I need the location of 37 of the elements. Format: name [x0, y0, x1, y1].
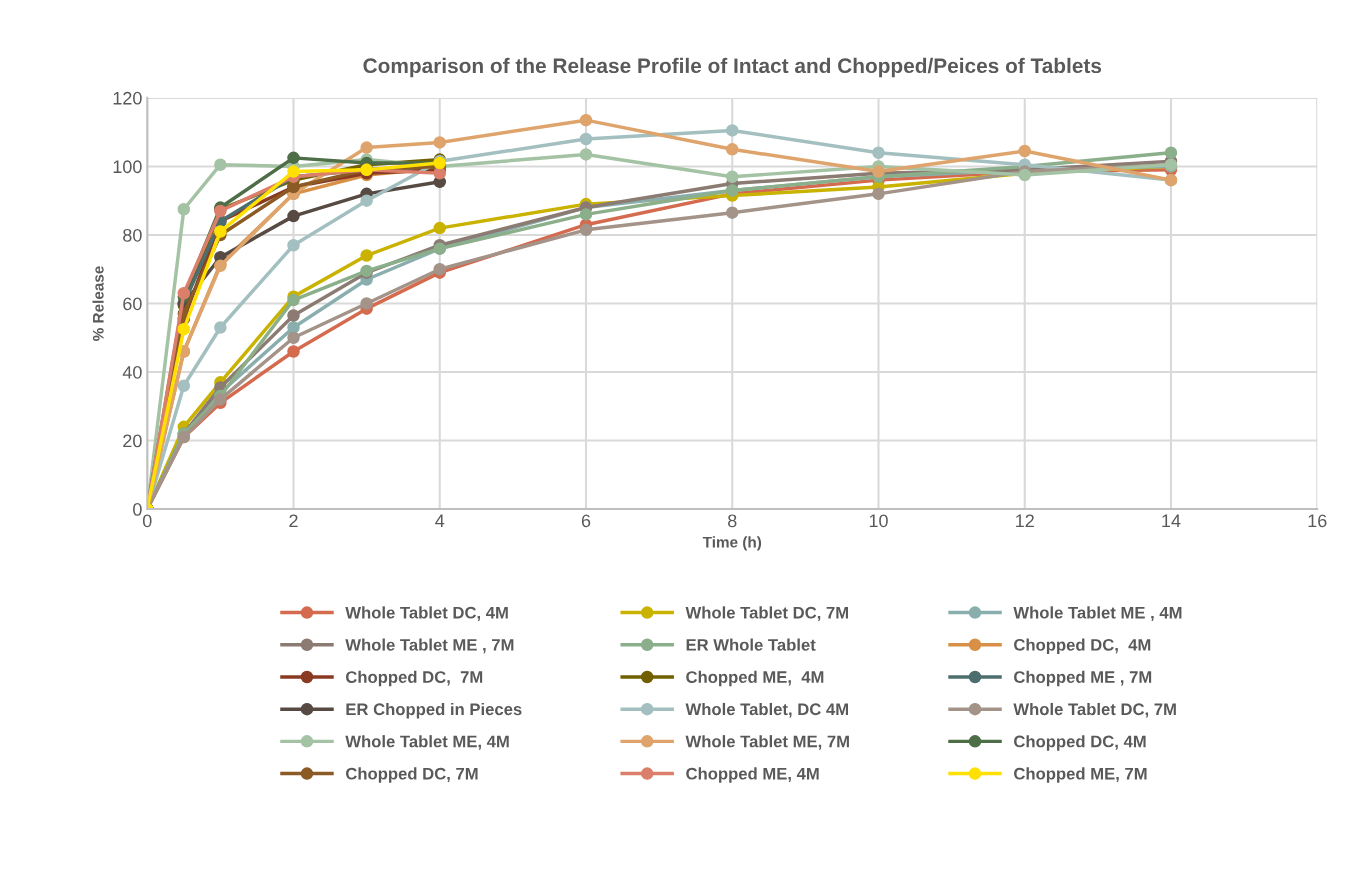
legend-label: Whole Tablet, DC 4M: [685, 702, 848, 718]
x-tick-label: 14: [1162, 514, 1181, 528]
x-tick-label: 16: [1308, 514, 1327, 528]
legend-label: Chopped DC, 4M: [1014, 735, 1146, 751]
legend-label: Whole Tablet ME , 7M: [345, 638, 514, 654]
y-tick-label: 40: [122, 365, 142, 379]
y-tick-label: 0: [133, 503, 142, 516]
y-tick-label: 60: [123, 297, 142, 311]
x-tick-label: 10: [869, 514, 888, 528]
legend-label: Chopped ME, 4M: [686, 670, 824, 687]
x-tick-label: 2: [289, 514, 298, 528]
x-axis-title: Time (h): [702, 536, 762, 551]
legend-label: Whole Tablet ME , 4M: [1013, 606, 1182, 621]
y-tick-label: 100: [113, 160, 142, 174]
y-tick-label: 80: [123, 228, 142, 242]
y-tick-label: 120: [113, 91, 142, 105]
legend-label: Whole Tablet ME, 7M: [685, 735, 849, 750]
x-tick-label: 8: [728, 514, 737, 528]
x-tick-label: 12: [1016, 514, 1034, 528]
chart-title: Comparison of the Release Profile of Intact and Chopped/Peices of Tablets: [363, 57, 1102, 78]
legend-label: ER Chopped in Pieces: [346, 702, 522, 719]
legend-label: Chopped ME, 4M: [686, 767, 819, 783]
legend-label: Chopped ME, 7M: [1014, 767, 1147, 783]
y-axis-title: % Release: [92, 266, 104, 341]
y-tick-label: 20: [123, 434, 142, 448]
legend-label: Chopped DC, 7M: [346, 767, 478, 783]
legend-label: Whole Tablet DC, 7M: [1013, 702, 1176, 718]
x-tick-label: 0: [142, 514, 152, 528]
legend-label: Chopped DC, 4M: [1014, 638, 1151, 655]
legend-label: Chopped DC, 7M: [346, 670, 483, 687]
legend-label: Chopped ME , 7M: [1014, 670, 1152, 687]
legend-label: Whole Tablet ME, 4M: [345, 735, 509, 750]
legend-label: Whole Tablet DC, 4M: [345, 606, 508, 621]
x-tick-label: 6: [581, 514, 591, 528]
legend-label: ER Whole Tablet: [686, 638, 816, 651]
x-tick-label: 4: [435, 514, 445, 528]
legend-label: Whole Tablet DC, 7M: [685, 606, 848, 621]
